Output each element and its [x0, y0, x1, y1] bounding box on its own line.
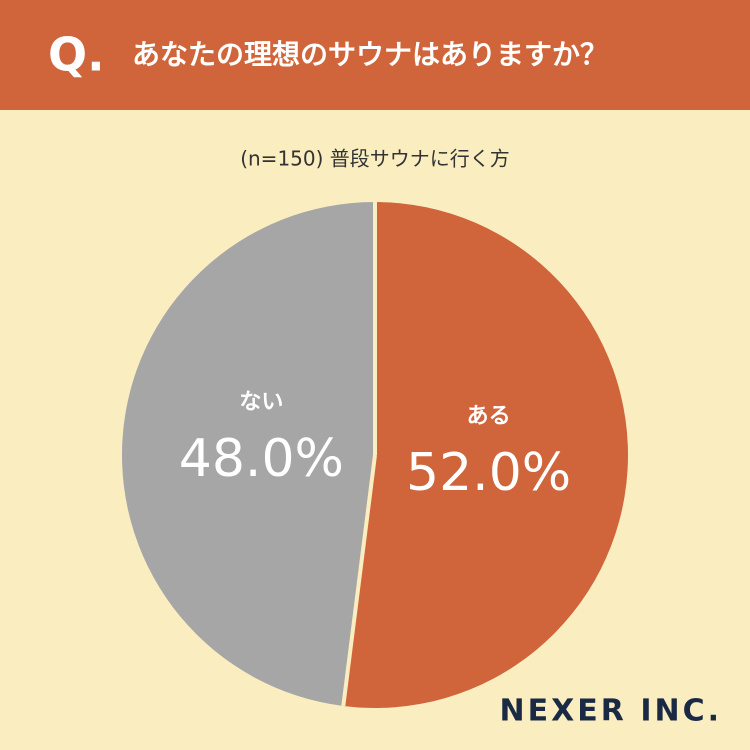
question-label: Q. — [48, 28, 105, 82]
value-label: 52.0% — [406, 443, 571, 503]
category-label: ない — [239, 390, 283, 415]
pie: ある 52.0% ない 48.0% — [121, 202, 628, 708]
slice-separator — [341, 454, 377, 707]
category-label: ある — [467, 404, 511, 429]
chart-title: あなたの理想のサウナはありますか？ — [132, 38, 608, 71]
header-band — [0, 0, 750, 110]
logo: NEXER INC. — [500, 694, 722, 729]
value-label: 48.0% — [179, 429, 344, 489]
pie-slice — [343, 202, 628, 708]
chart-subtitle: (n=150) 普段サウナに行く方 — [240, 147, 510, 171]
pie-slice — [121, 202, 376, 707]
